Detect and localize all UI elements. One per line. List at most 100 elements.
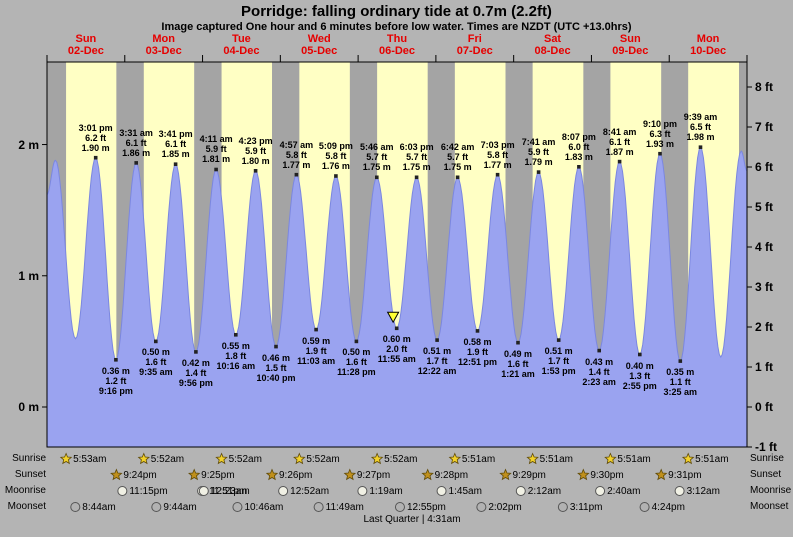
tide-extreme-marker (435, 338, 439, 342)
moonrise-icon (278, 486, 289, 496)
moonrise-icon (357, 486, 368, 496)
sunrise-icon (681, 452, 695, 465)
tide-area (47, 147, 747, 447)
moonrise-time: 12:52am (290, 485, 330, 497)
sunset-icon (265, 468, 279, 481)
tide-low-label: 0.42 m 1.4 ft 9:56 pm (178, 357, 213, 388)
moonrise-time: 1:45am (448, 485, 482, 497)
tide-low-label: 0.40 m 1.3 ft 2:55 pm (622, 360, 657, 391)
sunrise-icon (448, 452, 462, 465)
tide-extreme-marker (475, 329, 480, 333)
tide-extreme-marker (134, 161, 138, 165)
tide-extreme-marker (455, 175, 460, 180)
tide-extreme-marker (354, 339, 359, 344)
sunrise-icon (293, 452, 306, 465)
day-label: Wed 05-Dec (301, 33, 338, 57)
sunrise-time: 5:51am (461, 453, 496, 465)
y-axis-label-left: 0 m (18, 400, 39, 414)
sunset-time: 9:29pm (512, 469, 546, 481)
moon-phase-label: Last Quarter | 4:31am (363, 514, 461, 525)
sunrise-icon (370, 452, 384, 465)
tide-extreme-marker (577, 165, 581, 169)
tide-extreme-marker (617, 159, 622, 164)
tide-low-label: 0.55 m 1.8 ft 10:16 am (216, 340, 256, 371)
tide-high-label: 7:41 am 5.9 ft 1.79 m (521, 137, 556, 168)
sunrise-time: 5:53am (73, 453, 107, 465)
moonset-time: 12:55pm (406, 501, 446, 513)
moonrise-time: 2:12am (527, 485, 562, 497)
sunrise-time: 5:52am (384, 453, 418, 465)
moonset-time: 2:02pm (488, 501, 522, 513)
tide-extreme-marker (114, 358, 118, 362)
sunrise-time: 5:52am (228, 453, 262, 465)
moonset-time: 9:44am (163, 501, 197, 513)
tide-extreme-marker (536, 170, 541, 174)
y-axis-label-right: 6 ft (755, 160, 773, 174)
moonrise-time: 1:19am (369, 485, 403, 497)
tide-extreme-marker (234, 333, 238, 337)
tide-extreme-marker (638, 352, 642, 357)
moonset-icon (232, 502, 243, 512)
tide-extreme-marker (556, 338, 561, 342)
moonrise-time: 3:12am (686, 485, 720, 497)
tide-low-label: 0.58 m 1.9 ft 12:51 pm (458, 336, 498, 367)
sunset-time: 9:30pm (590, 469, 624, 481)
sunset-time: 9:27pm (356, 469, 391, 481)
day-label: Sun 02-Dec (67, 33, 104, 57)
tide-extreme-marker (253, 169, 258, 173)
tide-high-label: 3:31 am 6.1 ft 1.86 m (119, 127, 153, 158)
moonrise-time: 2:40am (607, 485, 641, 497)
moonset-time: 10:46am (244, 501, 284, 513)
tide-extreme-marker (597, 348, 601, 353)
y-axis-label-right: 0 ft (755, 400, 773, 414)
sunrise-icon (215, 452, 228, 465)
sunset-row-label-left: Sunset (14, 469, 46, 480)
moonset-icon (639, 502, 650, 512)
tide-low-label: 0.49 m 1.6 ft 1:21 am (501, 348, 535, 379)
moonrise-time: 12:23am (210, 485, 250, 497)
tide-high-label: 4:57 am 5.8 ft 1.77 m (279, 139, 314, 170)
tide-high-label: 8:07 pm 6.0 ft 1.83 m (561, 131, 596, 162)
moonset-icon (557, 502, 568, 512)
sunset-row-label-right: Sunset (750, 469, 782, 480)
tide-low-label: 0.50 m 1.6 ft 9:35 am (139, 347, 173, 378)
y-axis-label-right: 1 ft (755, 360, 773, 374)
moonrise-time: 11:15pm (129, 485, 168, 497)
y-axis-label-right: -1 ft (755, 440, 777, 454)
tide-extreme-marker (495, 172, 500, 177)
moonset-time: 8:44am (82, 501, 116, 513)
tide-extreme-marker (658, 151, 662, 156)
day-label: Tue 04-Dec (223, 33, 260, 57)
tide-high-label: 7:03 pm 5.8 ft 1.77 m (480, 139, 515, 170)
tide-extreme-marker (394, 326, 399, 331)
sunrise-icon (526, 452, 539, 465)
moonset-icon (151, 502, 162, 512)
moonrise-icon (198, 486, 209, 496)
moonset-time: 4:24pm (651, 501, 685, 513)
tide-extreme-marker (314, 327, 318, 332)
y-axis-label-right: 7 ft (755, 120, 773, 134)
sunset-icon (421, 468, 434, 481)
sunrise-icon (604, 452, 617, 465)
sunrise-time: 5:52am (150, 453, 185, 465)
sunset-time: 9:31pm (668, 469, 702, 481)
tide-extreme-marker (294, 172, 299, 177)
tide-extreme-marker (375, 175, 379, 180)
y-axis-label-right: 4 ft (755, 240, 773, 254)
moonset-icon (70, 502, 81, 512)
moonset-row-label-left: Moonset (7, 501, 46, 512)
tide-extreme-marker (194, 350, 198, 354)
sunset-icon (654, 468, 668, 481)
day-label: Mon 10-Dec (690, 33, 727, 57)
tide-extreme-marker (93, 155, 98, 160)
y-axis-label-right: 5 ft (755, 200, 773, 214)
tide-high-label: 5:46 am 5.7 ft 1.75 m (360, 142, 394, 173)
tide-high-label: 4:11 am 5.9 ft 1.81 m (199, 134, 233, 165)
day-label: Sun 09-Dec (612, 33, 649, 57)
tide-extreme-marker (214, 167, 218, 172)
moonset-icon (313, 502, 324, 512)
tide-extreme-marker (274, 344, 278, 349)
y-axis-label-right: 8 ft (755, 80, 773, 94)
tide-high-label: 3:41 pm 6.1 ft 1.85 m (158, 129, 193, 160)
